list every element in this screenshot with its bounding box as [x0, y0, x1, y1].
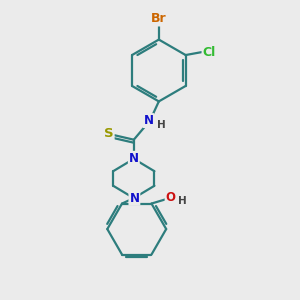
Text: H: H: [158, 120, 166, 130]
Text: N: N: [129, 152, 139, 165]
Text: Br: Br: [151, 13, 167, 26]
Text: Cl: Cl: [202, 46, 216, 59]
Text: O: O: [166, 191, 176, 204]
Text: H: H: [178, 196, 187, 206]
Text: N: N: [129, 192, 140, 205]
Text: S: S: [104, 127, 114, 140]
Text: N: N: [143, 114, 154, 127]
